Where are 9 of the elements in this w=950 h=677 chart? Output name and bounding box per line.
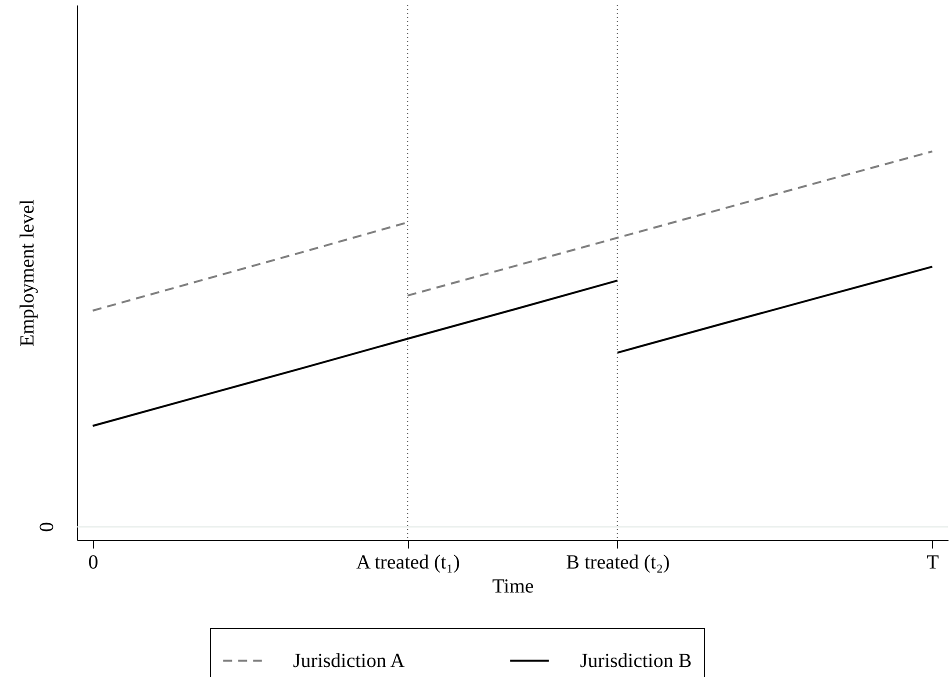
x-axis-title: Time bbox=[492, 576, 534, 598]
x-tick-label: 0 bbox=[88, 552, 98, 574]
y-axis-title: Employment level bbox=[16, 198, 38, 347]
legend-label: Jurisdiction B bbox=[580, 650, 692, 672]
text: 0 bbox=[36, 522, 58, 532]
legend-label: Jurisdiction A bbox=[293, 650, 406, 672]
x-tick-label: A treated (t₁) bbox=[356, 552, 460, 574]
x-tick-label: T bbox=[926, 552, 939, 574]
x-tick-label: B treated (t₂) bbox=[566, 552, 670, 574]
